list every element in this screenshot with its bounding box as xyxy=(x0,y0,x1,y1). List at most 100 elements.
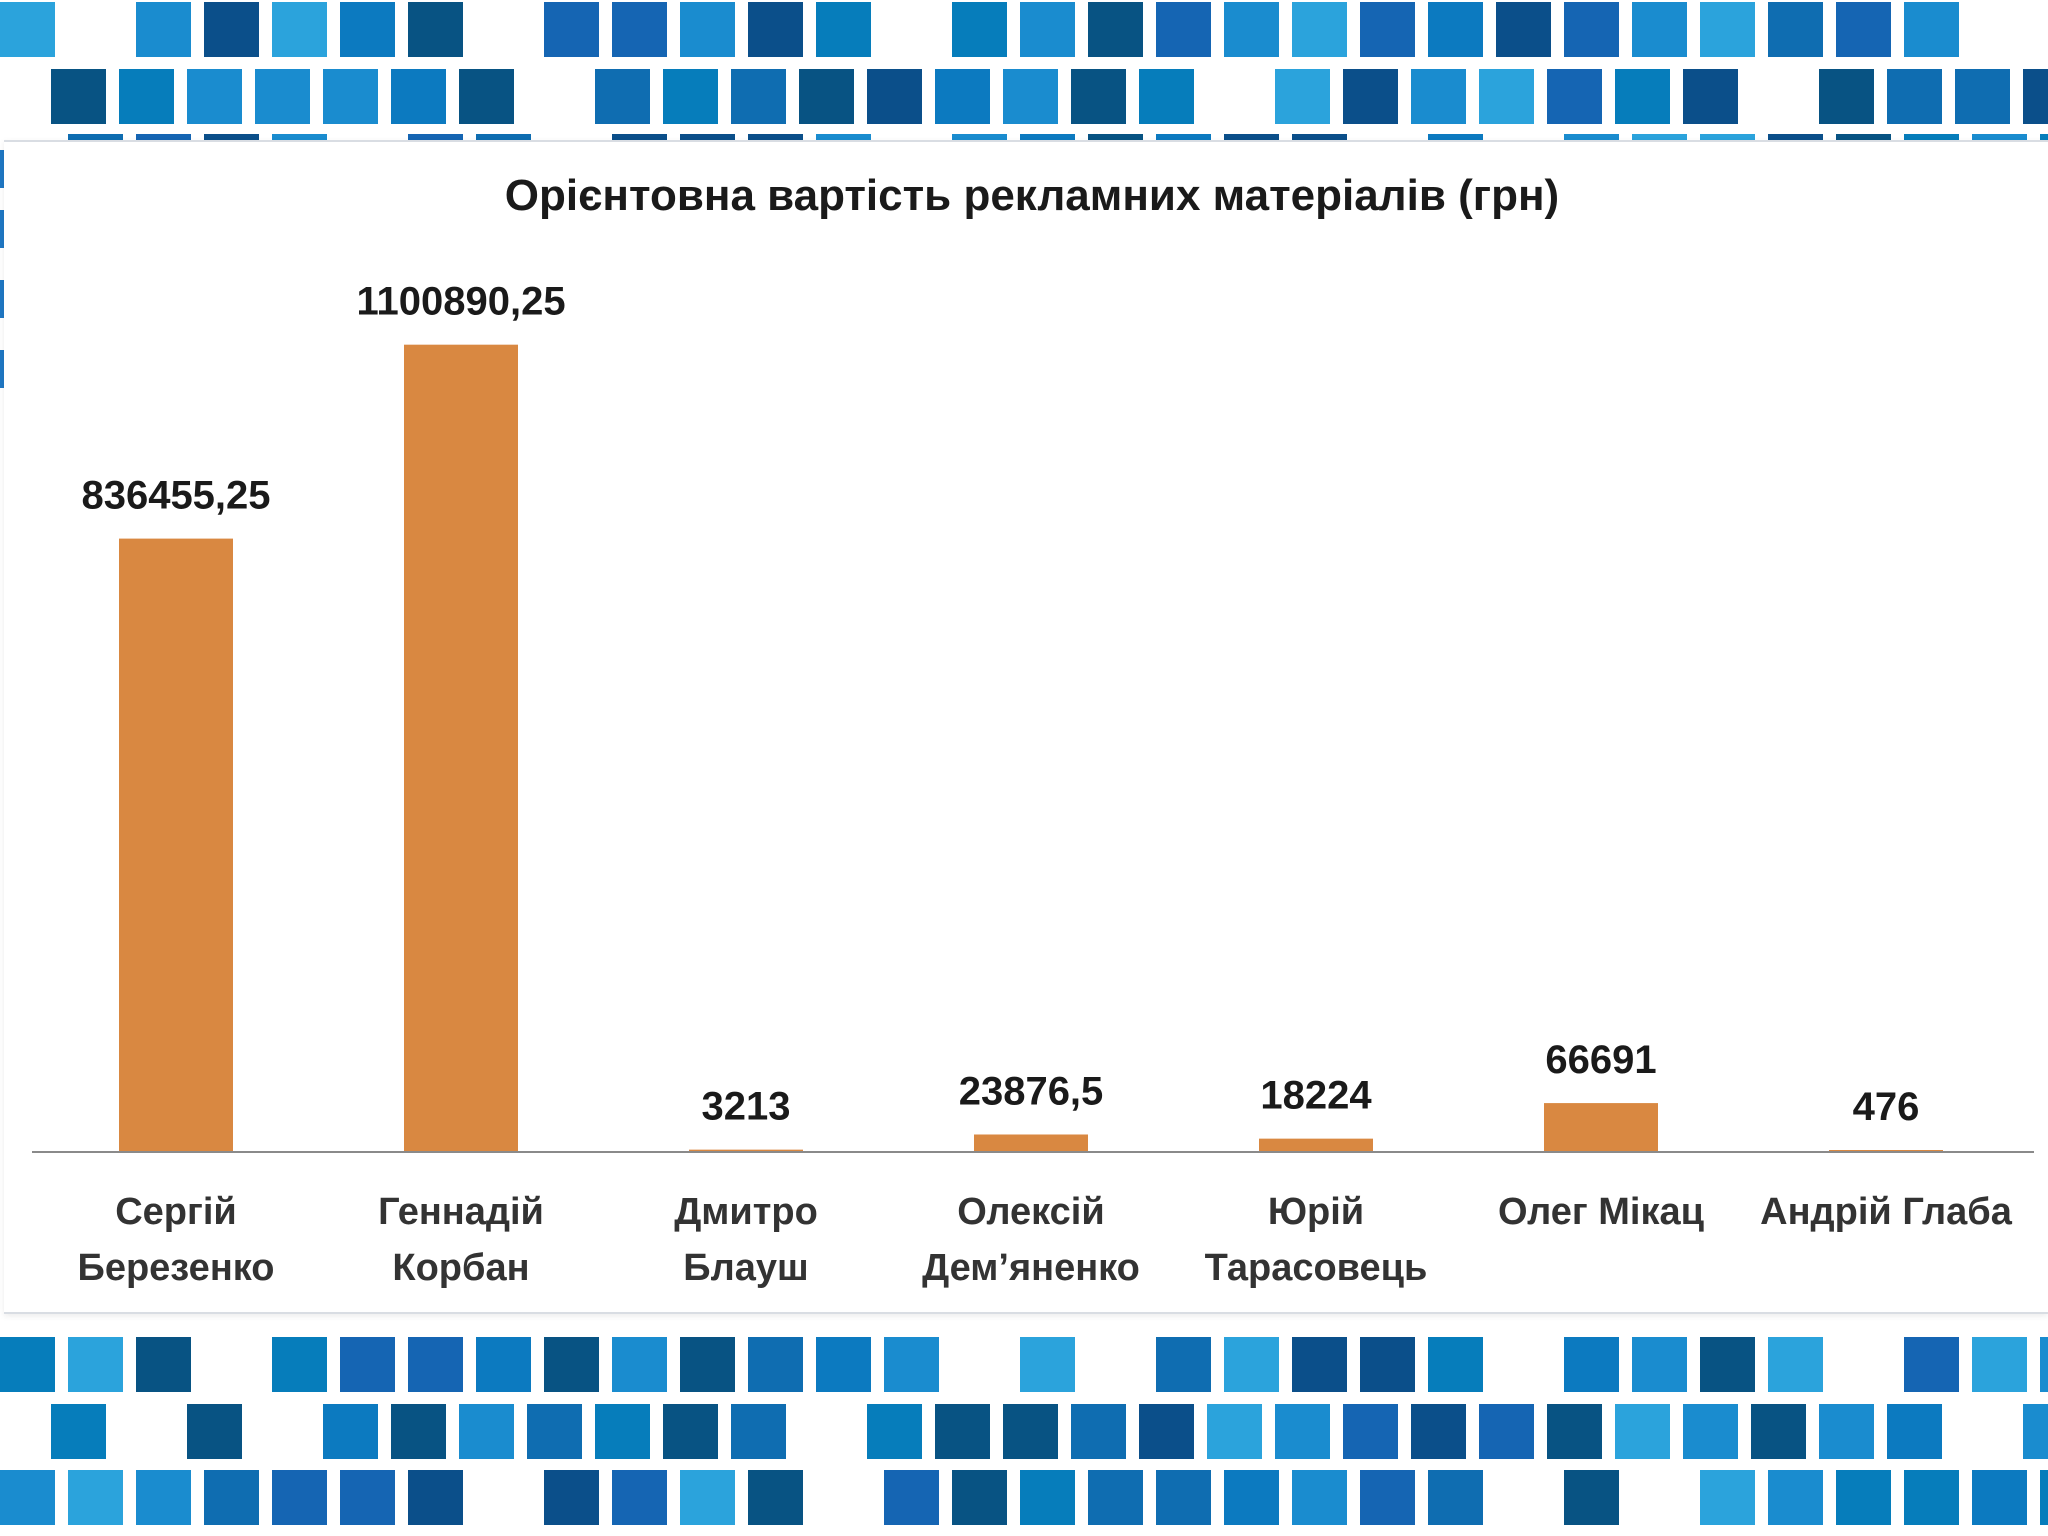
mosaic-tile xyxy=(1411,69,1466,124)
mosaic-tile xyxy=(1819,69,1874,124)
mosaic-tile xyxy=(731,69,786,124)
labels-layer: 836455,25 1100890,25 3213 23876,5 18224 66691… xyxy=(81,280,1919,1129)
mosaic-tile xyxy=(1428,134,1483,140)
mosaic-tile xyxy=(0,1470,55,1525)
mosaic-tile xyxy=(680,1470,735,1525)
mosaic-tile xyxy=(391,69,446,124)
mosaic-tile xyxy=(272,1470,327,1525)
mosaic-tile xyxy=(1887,69,1942,124)
mosaic-tile xyxy=(1088,2,1143,57)
mosaic-tile xyxy=(1207,1404,1262,1459)
mosaic-tile xyxy=(1224,1337,1279,1392)
mosaic-tile xyxy=(1768,1470,1823,1525)
mosaic-tile xyxy=(1275,1404,1330,1459)
chart-title: Орієнтовна вартість рекламних матеріалів… xyxy=(505,171,1559,220)
bar-3 xyxy=(689,1149,803,1152)
mosaic-tile xyxy=(51,69,106,124)
mosaic-tile xyxy=(340,2,395,57)
mosaic-tile xyxy=(1343,1404,1398,1459)
mosaic-tile xyxy=(867,69,922,124)
mosaic-tile xyxy=(340,1337,395,1392)
category-label-2-line-1: Геннадій xyxy=(378,1191,544,1233)
mosaic-tile xyxy=(612,1470,667,1525)
mosaic-tile xyxy=(884,1337,939,1392)
data-label-2: 1100890,25 xyxy=(356,280,565,324)
mosaic-tile xyxy=(748,1470,803,1525)
mosaic-tile xyxy=(1547,69,1602,124)
mosaic-tile xyxy=(612,134,667,140)
mosaic-tile xyxy=(1564,1337,1619,1392)
mosaic-tile xyxy=(952,2,1007,57)
mosaic-tile xyxy=(2040,1470,2048,1525)
mosaic-tile xyxy=(544,1470,599,1525)
mosaic-tile xyxy=(1479,69,1534,124)
mosaic-tile xyxy=(663,69,718,124)
mosaic-tile xyxy=(1479,1404,1534,1459)
decorative-mosaic-top xyxy=(0,0,2048,140)
mosaic-tile xyxy=(1088,1470,1143,1525)
mosaic-tile xyxy=(1411,1404,1466,1459)
mosaic-tile xyxy=(2040,1337,2048,1392)
mosaic-tile xyxy=(1972,1470,2027,1525)
mosaic-tile xyxy=(1360,1337,1415,1392)
mosaic-tile xyxy=(612,2,667,57)
mosaic-tile xyxy=(476,1337,531,1392)
mosaic-tile xyxy=(1615,69,1670,124)
mosaic-tile xyxy=(1496,2,1551,57)
mosaic-tile xyxy=(204,2,259,57)
category-label-3-line-2: Блауш xyxy=(683,1247,808,1289)
mosaic-tile xyxy=(204,134,259,140)
mosaic-tile xyxy=(1020,1470,1075,1525)
mosaic-tile xyxy=(408,134,463,140)
mosaic-tile xyxy=(1768,134,1823,140)
mosaic-tile xyxy=(408,1337,463,1392)
mosaic-tile xyxy=(1292,1337,1347,1392)
mosaic-tile xyxy=(68,134,123,140)
mosaic-tile xyxy=(1955,69,2010,124)
mosaic-tile xyxy=(1564,2,1619,57)
mosaic-tile xyxy=(1224,1470,1279,1525)
category-label-4-line-2: Дем’яненко xyxy=(922,1247,1140,1289)
mosaic-tile xyxy=(1683,69,1738,124)
mosaic-tile xyxy=(935,1404,990,1459)
mosaic-tile xyxy=(1547,1404,1602,1459)
mosaic-tile xyxy=(1360,2,1415,57)
mosaic-tile xyxy=(1428,1470,1483,1525)
mosaic-tile xyxy=(1139,1404,1194,1459)
mosaic-tile xyxy=(1003,1404,1058,1459)
mosaic-tile xyxy=(51,1404,106,1459)
mosaic-tile xyxy=(408,2,463,57)
mosaic-tile xyxy=(867,1404,922,1459)
mosaic-tile xyxy=(595,1404,650,1459)
mosaic-tile xyxy=(799,69,854,124)
mosaic-tile xyxy=(1700,134,1755,140)
category-label-5-line-1: Юрій xyxy=(1268,1191,1364,1233)
mosaic-tile xyxy=(1020,1337,1075,1392)
mosaic-tile xyxy=(272,1337,327,1392)
mosaic-tile xyxy=(323,1404,378,1459)
bar-6 xyxy=(1544,1103,1658,1152)
mosaic-tile xyxy=(459,1404,514,1459)
mosaic-tile xyxy=(1972,134,2027,140)
mosaic-tile xyxy=(1156,1470,1211,1525)
mosaic-tile xyxy=(1751,1404,1806,1459)
mosaic-tile xyxy=(952,1470,1007,1525)
mosaic-tile xyxy=(731,1404,786,1459)
data-label-7: 476 xyxy=(1853,1085,1920,1129)
data-label-3: 3213 xyxy=(702,1085,791,1129)
mosaic-tile xyxy=(816,2,871,57)
mosaic-tile xyxy=(2023,69,2048,124)
mosaic-tile xyxy=(1904,1337,1959,1392)
mosaic-tile xyxy=(884,1470,939,1525)
mosaic-tile xyxy=(680,1337,735,1392)
mosaic-tile xyxy=(748,2,803,57)
category-label-3-line-1: Дмитро xyxy=(674,1191,818,1233)
decorative-mosaic-bottom xyxy=(0,1335,2048,1536)
mosaic-tile xyxy=(408,1470,463,1525)
mosaic-tile xyxy=(1836,2,1891,57)
data-label-4: 23876,5 xyxy=(959,1069,1104,1113)
mosaic-tile xyxy=(1615,1404,1670,1459)
mosaic-tile xyxy=(1003,69,1058,124)
mosaic-tile xyxy=(1020,134,1075,140)
mosaic-tile xyxy=(272,134,327,140)
